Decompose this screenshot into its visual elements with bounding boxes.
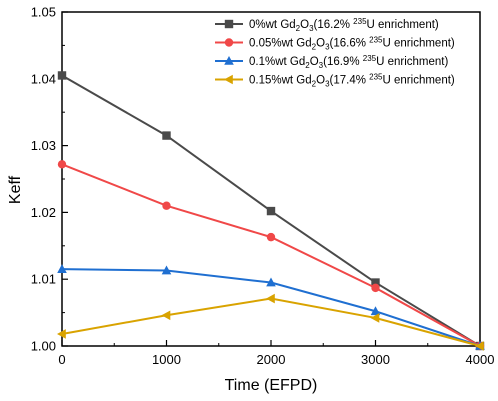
y-tick-label: 1.02 xyxy=(31,205,56,220)
data-point xyxy=(57,264,67,273)
data-point xyxy=(475,341,484,351)
x-tick-label: 3000 xyxy=(361,352,390,367)
data-point xyxy=(371,283,380,293)
data-point xyxy=(161,310,171,321)
data-point xyxy=(57,329,66,339)
legend-marker xyxy=(224,19,234,29)
data-point xyxy=(57,71,67,80)
y-tick-label: 1.03 xyxy=(31,138,56,153)
data-point xyxy=(266,277,276,287)
y-axis-title: Keff xyxy=(7,175,24,204)
legend-label: 0.05%wt Gd2O3(16.6% 235U enrichment) xyxy=(249,36,455,52)
legend-entry: 0.1%wt Gd2O3(16.9% 235U enrichment) xyxy=(215,54,448,70)
legend-marker xyxy=(224,74,233,85)
y-tick-label: 1.00 xyxy=(31,339,56,354)
y-axis: 1.00 1.01 1.02 1.03 1.04 1.05 xyxy=(31,5,68,354)
x-tick-label: 0 xyxy=(58,352,65,367)
x-axis-title: Time (EFPD) xyxy=(225,377,318,394)
legend-label: 0.15%wt Gd2O3(17.4% 235U enrichment) xyxy=(249,73,455,89)
data-point xyxy=(57,160,67,169)
data-point xyxy=(266,206,276,216)
series-1 xyxy=(57,71,485,351)
legend-marker xyxy=(224,56,234,65)
data-point xyxy=(371,278,380,287)
data-point xyxy=(370,306,381,316)
legend-entry: 0%wt Gd2O3(16.2% 235U enrichment) xyxy=(215,17,439,33)
legend: 0%wt Gd2O3(16.2% 235U enrichment) 0.05%wt… xyxy=(215,17,455,89)
series-layer xyxy=(57,71,485,351)
data-point xyxy=(266,232,276,242)
legend-marker xyxy=(224,38,234,47)
legend-label: 0%wt Gd2O3(16.2% 235U enrichment) xyxy=(249,17,439,33)
series-line xyxy=(61,163,481,347)
x-tick-label: 1000 xyxy=(152,352,181,367)
data-point xyxy=(162,201,171,210)
x-tick-label: 2000 xyxy=(257,352,286,367)
x-tick-label: 4000 xyxy=(466,352,495,367)
x-axis: 0 1000 2000 3000 4000 xyxy=(58,340,494,367)
data-point xyxy=(162,131,171,140)
data-point xyxy=(370,313,380,323)
series-3 xyxy=(57,264,485,350)
legend-entry: 0.05%wt Gd2O3(16.6% 235U enrichment) xyxy=(215,36,455,52)
y-tick-label: 1.05 xyxy=(31,5,56,20)
data-point xyxy=(161,265,172,275)
y-tick-label: 1.04 xyxy=(31,71,56,86)
y-tick-label: 1.01 xyxy=(31,272,56,287)
series-4 xyxy=(57,293,484,351)
legend-entry: 0.15%wt Gd2O3(17.4% 235U enrichment) xyxy=(215,73,455,89)
data-point xyxy=(266,293,275,304)
legend-label: 0.1%wt Gd2O3(16.9% 235U enrichment) xyxy=(249,54,448,70)
series-2 xyxy=(57,160,485,351)
series-line xyxy=(61,297,481,347)
